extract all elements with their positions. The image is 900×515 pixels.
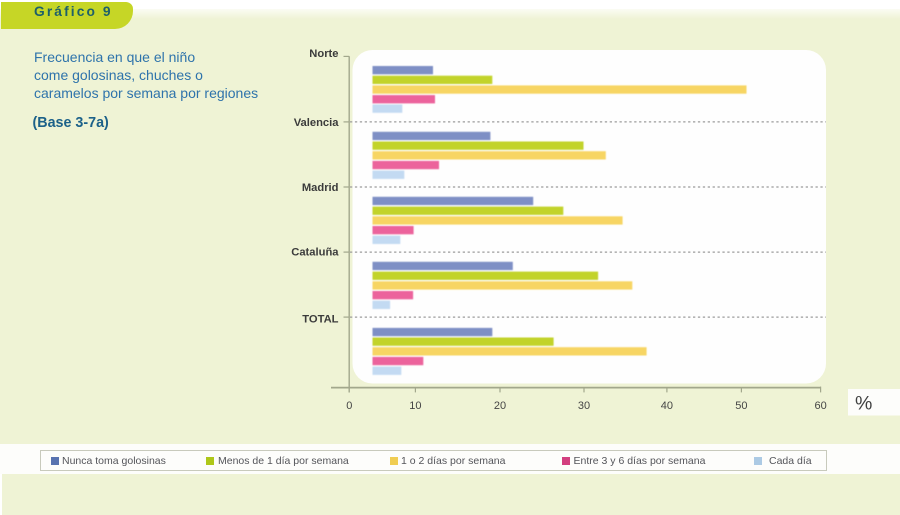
svg-text:60: 60 xyxy=(814,400,826,412)
svg-text:Madrid: Madrid xyxy=(302,182,339,194)
svg-text:Valencia: Valencia xyxy=(294,117,340,129)
svg-text:30: 30 xyxy=(578,400,590,412)
svg-text:Cataluña: Cataluña xyxy=(291,247,339,259)
svg-text:%: % xyxy=(855,393,872,415)
svg-text:10: 10 xyxy=(409,400,421,412)
svg-text:20: 20 xyxy=(494,400,506,412)
svg-text:50: 50 xyxy=(735,400,747,412)
svg-text:TOTAL: TOTAL xyxy=(302,314,338,326)
svg-text:0: 0 xyxy=(346,400,352,412)
svg-text:40: 40 xyxy=(661,400,673,412)
svg-text:Norte: Norte xyxy=(309,48,338,60)
